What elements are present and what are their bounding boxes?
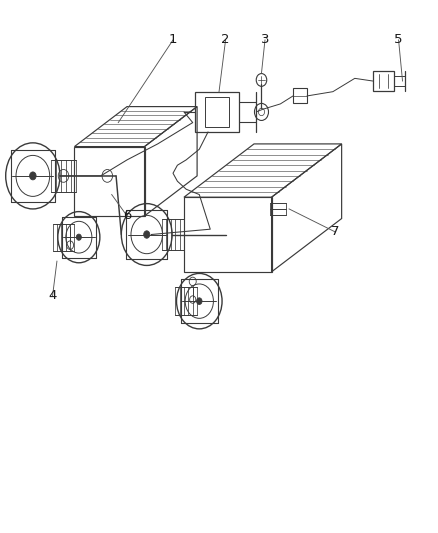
Text: 5: 5 xyxy=(394,34,403,46)
Text: 4: 4 xyxy=(48,289,57,302)
Text: 2: 2 xyxy=(221,34,230,46)
Circle shape xyxy=(30,172,36,180)
Text: 3: 3 xyxy=(261,34,269,46)
Text: 1: 1 xyxy=(169,34,177,46)
Circle shape xyxy=(76,234,81,240)
Text: 6: 6 xyxy=(123,209,131,222)
Text: 7: 7 xyxy=(331,225,339,238)
Circle shape xyxy=(144,231,150,238)
Circle shape xyxy=(197,298,202,304)
